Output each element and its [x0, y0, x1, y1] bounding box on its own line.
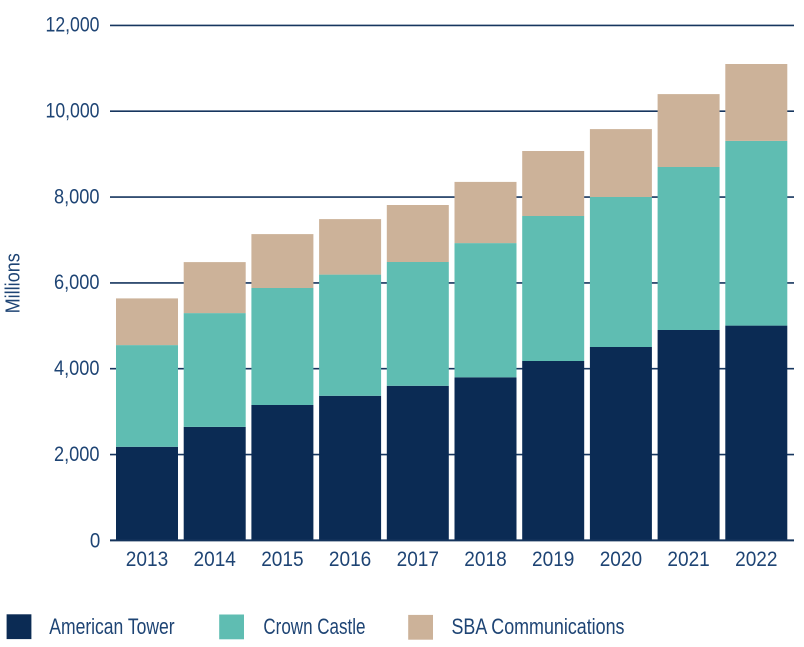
svg-text:American Tower: American Tower [49, 614, 175, 639]
svg-text:2,000: 2,000 [54, 443, 100, 466]
svg-text:2014: 2014 [194, 547, 236, 571]
svg-text:2020: 2020 [600, 547, 642, 571]
svg-text:2015: 2015 [261, 547, 303, 571]
svg-text:0: 0 [90, 529, 100, 552]
svg-text:2019: 2019 [532, 547, 574, 571]
svg-text:8,000: 8,000 [54, 185, 100, 208]
svg-text:2018: 2018 [464, 547, 506, 571]
svg-text:2021: 2021 [667, 547, 709, 571]
svg-text:10,000: 10,000 [46, 100, 100, 123]
svg-text:Millions: Millions [3, 253, 25, 313]
svg-text:12,000: 12,000 [46, 14, 100, 37]
svg-text:2016: 2016 [329, 547, 371, 571]
svg-text:2013: 2013 [126, 547, 168, 571]
svg-text:2017: 2017 [397, 547, 439, 571]
svg-text:Crown Castle: Crown Castle [263, 614, 365, 639]
svg-text:6,000: 6,000 [54, 271, 100, 294]
svg-text:2022: 2022 [735, 547, 777, 571]
svg-text:4,000: 4,000 [54, 357, 100, 380]
svg-text:SBA Communications: SBA Communications [452, 614, 625, 639]
